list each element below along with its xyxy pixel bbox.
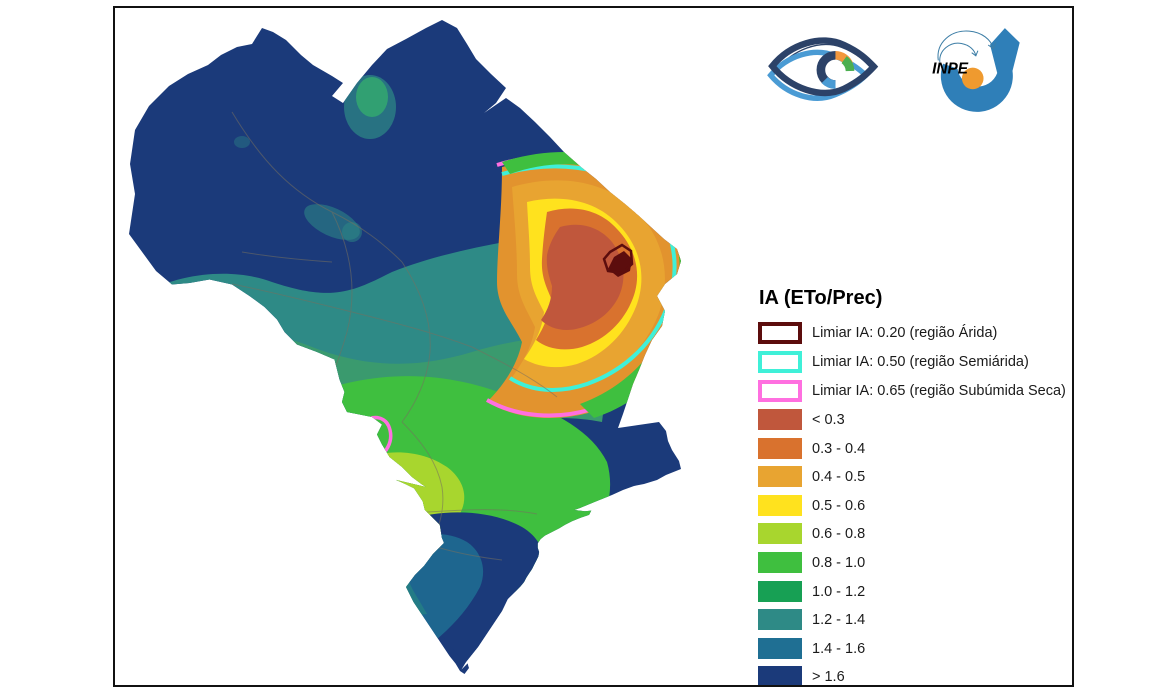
svg-text:INPE: INPE — [932, 60, 969, 77]
